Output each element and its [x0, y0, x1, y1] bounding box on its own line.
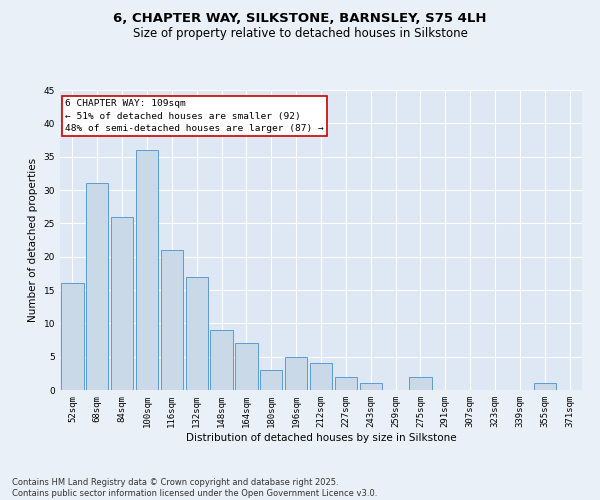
Bar: [111, 216, 133, 390]
Bar: [161, 250, 183, 390]
Bar: [86, 184, 109, 390]
Bar: [260, 370, 283, 390]
Bar: [310, 364, 332, 390]
Text: Size of property relative to detached houses in Silkstone: Size of property relative to detached ho…: [133, 28, 467, 40]
Bar: [533, 384, 556, 390]
Bar: [211, 330, 233, 390]
Bar: [61, 284, 83, 390]
Text: 6, CHAPTER WAY, SILKSTONE, BARNSLEY, S75 4LH: 6, CHAPTER WAY, SILKSTONE, BARNSLEY, S75…: [113, 12, 487, 26]
Bar: [235, 344, 257, 390]
Bar: [409, 376, 431, 390]
X-axis label: Distribution of detached houses by size in Silkstone: Distribution of detached houses by size …: [185, 432, 457, 442]
Bar: [335, 376, 357, 390]
Bar: [285, 356, 307, 390]
Bar: [185, 276, 208, 390]
Text: Contains HM Land Registry data © Crown copyright and database right 2025.
Contai: Contains HM Land Registry data © Crown c…: [12, 478, 377, 498]
Bar: [359, 384, 382, 390]
Bar: [136, 150, 158, 390]
Y-axis label: Number of detached properties: Number of detached properties: [28, 158, 38, 322]
Text: 6 CHAPTER WAY: 109sqm
← 51% of detached houses are smaller (92)
48% of semi-deta: 6 CHAPTER WAY: 109sqm ← 51% of detached …: [65, 99, 324, 133]
